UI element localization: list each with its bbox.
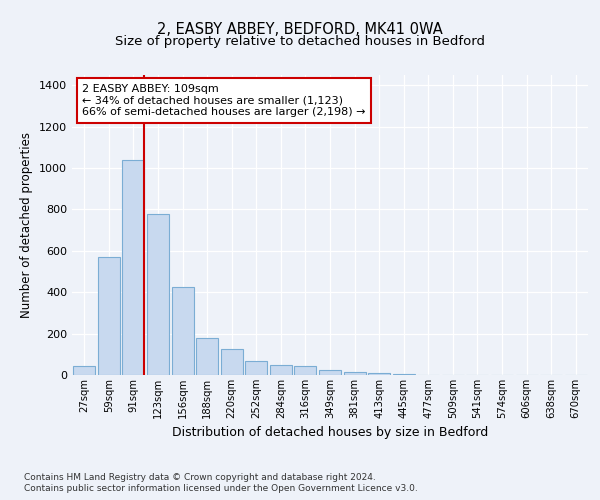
Bar — [368, 373, 390, 375]
Bar — [295, 366, 316, 375]
Bar — [392, 374, 415, 375]
Bar — [221, 349, 243, 375]
Bar — [344, 372, 365, 375]
Text: Contains public sector information licensed under the Open Government Licence v3: Contains public sector information licen… — [24, 484, 418, 493]
Text: Size of property relative to detached houses in Bedford: Size of property relative to detached ho… — [115, 35, 485, 48]
X-axis label: Distribution of detached houses by size in Bedford: Distribution of detached houses by size … — [172, 426, 488, 440]
Bar — [245, 360, 268, 375]
Text: 2 EASBY ABBEY: 109sqm
← 34% of detached houses are smaller (1,123)
66% of semi-d: 2 EASBY ABBEY: 109sqm ← 34% of detached … — [82, 84, 366, 117]
Bar — [147, 214, 169, 375]
Bar — [73, 366, 95, 375]
Bar — [172, 287, 194, 375]
Bar — [196, 338, 218, 375]
Bar — [98, 257, 120, 375]
Y-axis label: Number of detached properties: Number of detached properties — [20, 132, 34, 318]
Bar — [270, 364, 292, 375]
Bar — [122, 160, 145, 375]
Text: Contains HM Land Registry data © Crown copyright and database right 2024.: Contains HM Land Registry data © Crown c… — [24, 472, 376, 482]
Bar — [319, 370, 341, 375]
Text: 2, EASBY ABBEY, BEDFORD, MK41 0WA: 2, EASBY ABBEY, BEDFORD, MK41 0WA — [157, 22, 443, 38]
